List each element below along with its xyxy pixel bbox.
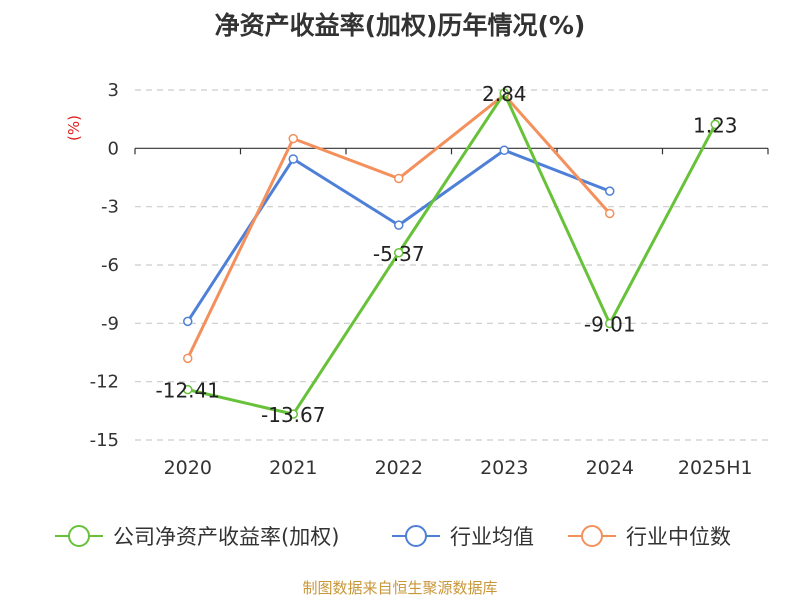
data-point — [394, 173, 404, 184]
x-tick-label: 2021 — [269, 457, 317, 479]
data-point — [183, 353, 193, 364]
data-label: -9.01 — [584, 313, 636, 337]
data-point — [288, 409, 298, 419]
data-label: -13.67 — [261, 403, 325, 427]
data-point — [288, 154, 298, 164]
data-point — [499, 145, 509, 156]
data-point — [499, 88, 509, 98]
x-tick-label: 2025H1 — [678, 457, 753, 479]
data-label: -12.41 — [156, 379, 220, 403]
y-tick-label: 0 — [108, 138, 119, 159]
legend-marker — [405, 525, 427, 547]
data-label: 2.84 — [482, 82, 527, 106]
series-line-0 — [187, 91, 717, 416]
legend-marker — [68, 525, 90, 547]
data-point — [605, 186, 615, 196]
y-tick-label: -15 — [90, 430, 119, 451]
data-point — [710, 119, 720, 130]
x-tick-label: 2024 — [586, 457, 634, 479]
data-point — [605, 318, 615, 329]
data-point — [394, 248, 404, 258]
y-tick-label: -3 — [101, 197, 119, 218]
x-tick-label: 2020 — [164, 457, 212, 479]
y-tick-label: -9 — [101, 313, 119, 334]
legend-label: 公司净资产收益率(加权) — [113, 525, 339, 549]
data-point — [605, 208, 615, 219]
y-tick-label: -12 — [90, 372, 119, 393]
x-tick-label: 2023 — [480, 457, 528, 479]
data-label: 1.23 — [693, 113, 738, 137]
legend-marker — [581, 525, 603, 547]
data-label: -5.37 — [373, 242, 425, 266]
source-note: 制图数据来自恒生聚源数据库 — [302, 579, 498, 597]
data-point — [183, 384, 193, 395]
chart-title: 净资产收益率(加权)历年情况(%) — [214, 11, 586, 40]
y-axis-label: (%) — [65, 115, 83, 141]
x-tick-label: 2022 — [375, 457, 423, 479]
legend-label: 行业中位数 — [626, 525, 731, 549]
legend-label: 行业均值 — [450, 525, 534, 549]
data-point — [183, 316, 193, 327]
data-point — [394, 220, 404, 230]
y-tick-label: -6 — [101, 255, 119, 276]
data-point — [288, 133, 298, 144]
y-tick-label: 3 — [108, 80, 119, 101]
